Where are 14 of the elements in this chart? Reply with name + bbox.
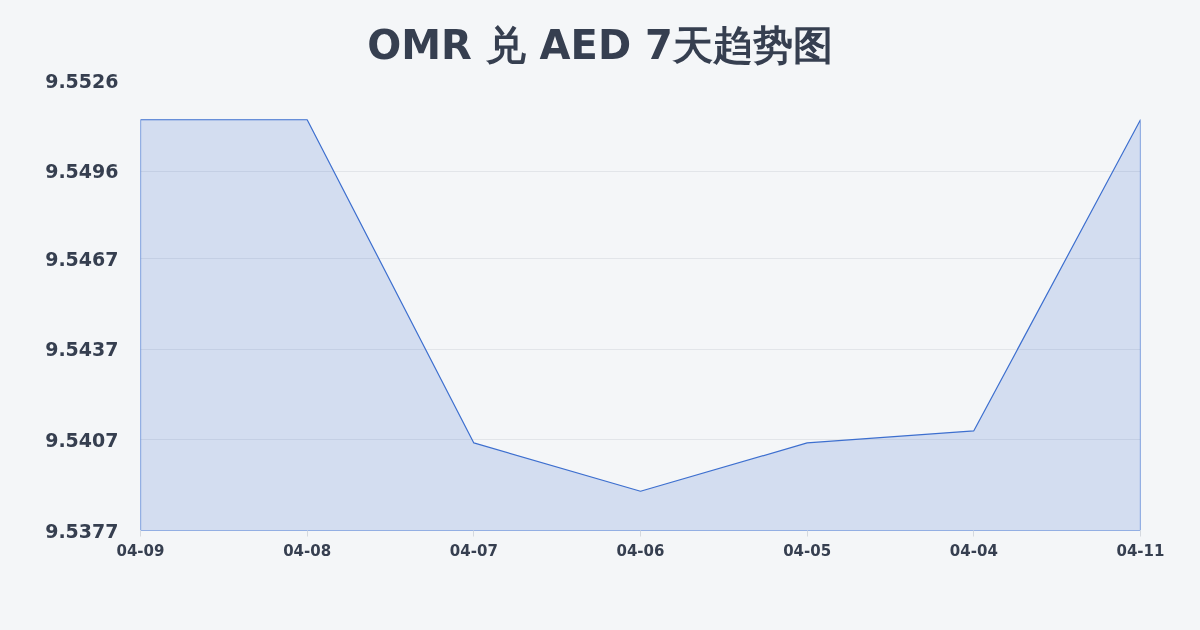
x-tick-label: 04-09 — [116, 541, 165, 560]
chart-title: OMR 兑 AED 7天趋势图 — [0, 0, 1200, 68]
x-tick-label: 04-06 — [616, 541, 665, 560]
y-tick-label: 9.5467 — [45, 247, 119, 270]
y-tick-label: 9.5437 — [45, 338, 119, 361]
x-tick-label: 04-11 — [1116, 541, 1165, 560]
y-tick-label: 9.5407 — [45, 428, 119, 451]
x-tick-label: 04-08 — [283, 541, 332, 560]
x-tick-label: 04-07 — [449, 541, 498, 560]
y-tick-label: 9.5526 — [45, 69, 119, 92]
y-tick-label: 9.5377 — [45, 519, 119, 542]
y-tick-label: 9.5496 — [45, 160, 119, 183]
x-tick-label: 04-05 — [783, 541, 832, 560]
x-tick-label: 04-04 — [949, 541, 998, 560]
